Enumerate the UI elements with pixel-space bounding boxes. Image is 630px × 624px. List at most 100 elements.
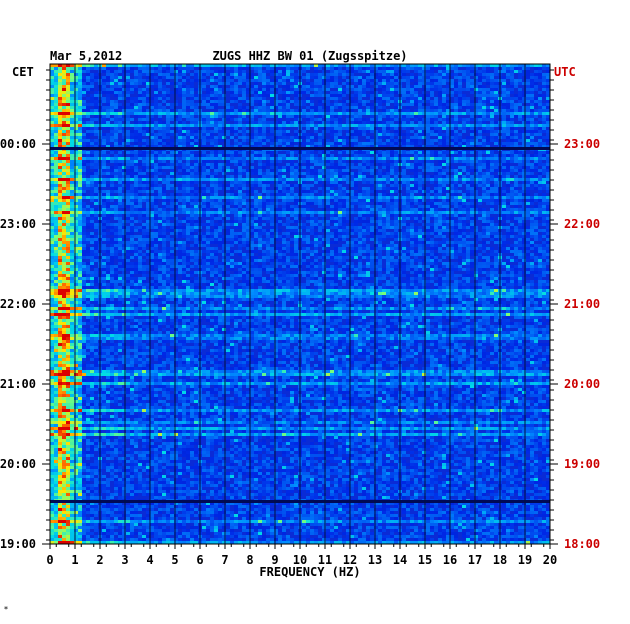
- heatmap-cell: [126, 91, 130, 94]
- heatmap-cell: [394, 115, 398, 118]
- heatmap-cell: [438, 103, 442, 106]
- heatmap-cell: [422, 151, 426, 154]
- heatmap-cell: [394, 97, 398, 100]
- heatmap-cell: [326, 103, 330, 106]
- heatmap-cell: [362, 154, 366, 157]
- heatmap-cell: [286, 169, 290, 172]
- heatmap-cell: [158, 115, 162, 118]
- heatmap-cell: [234, 124, 238, 127]
- heatmap-cell: [374, 115, 378, 118]
- heatmap-cell: [334, 139, 338, 142]
- heatmap-cell: [486, 106, 490, 109]
- heatmap-cell: [90, 109, 94, 112]
- heatmap-cell: [110, 145, 114, 148]
- heatmap-cell: [230, 193, 234, 196]
- heatmap-cell: [346, 199, 350, 202]
- heatmap-cell: [362, 121, 366, 124]
- heatmap-cell: [510, 187, 514, 190]
- heatmap-cell: [258, 124, 262, 127]
- heatmap-cell: [266, 202, 270, 205]
- heatmap-cell: [366, 76, 370, 79]
- heatmap-cell: [446, 115, 450, 118]
- heatmap-cell: [518, 124, 522, 127]
- heatmap-cell: [54, 79, 58, 82]
- heatmap-cell: [122, 181, 126, 184]
- heatmap-cell: [130, 136, 134, 139]
- heatmap-cell: [438, 130, 442, 133]
- heatmap-cell: [506, 73, 510, 76]
- heatmap-cell: [478, 118, 482, 121]
- heatmap-cell: [474, 76, 478, 79]
- heatmap-cell: [94, 76, 98, 79]
- heatmap-cell: [510, 118, 514, 121]
- heatmap-cell: [382, 196, 386, 199]
- heatmap-cell: [338, 130, 342, 133]
- heatmap-cell: [342, 169, 346, 172]
- heatmap-cell: [74, 67, 78, 70]
- heatmap-cell: [334, 136, 338, 139]
- heatmap-cell: [102, 70, 106, 73]
- heatmap-cell: [234, 130, 238, 133]
- heatmap-cell: [238, 157, 242, 160]
- heatmap-cell: [458, 157, 462, 160]
- heatmap-cell: [170, 133, 174, 136]
- heatmap-cell: [94, 94, 98, 97]
- heatmap-cell: [454, 70, 458, 73]
- heatmap-cell: [86, 142, 90, 145]
- heatmap-cell: [466, 85, 470, 88]
- heatmap-cell: [282, 166, 286, 169]
- heatmap-cell: [334, 199, 338, 202]
- heatmap-cell: [294, 139, 298, 142]
- heatmap-cell: [62, 85, 66, 88]
- heatmap-cell: [390, 115, 394, 118]
- heatmap-cell: [394, 199, 398, 202]
- heatmap-cell: [522, 178, 526, 181]
- heatmap-cell: [454, 85, 458, 88]
- heatmap-cell: [482, 127, 486, 130]
- heatmap-cell: [66, 145, 70, 148]
- heatmap-cell: [378, 94, 382, 97]
- heatmap-cell: [274, 88, 278, 91]
- heatmap-cell: [158, 190, 162, 193]
- heatmap-cell: [354, 133, 358, 136]
- heatmap-cell: [102, 151, 106, 154]
- heatmap-cell: [54, 130, 58, 133]
- heatmap-cell: [282, 100, 286, 103]
- heatmap-cell: [86, 115, 90, 118]
- heatmap-cell: [530, 181, 534, 184]
- heatmap-cell: [514, 175, 518, 178]
- heatmap-cell: [250, 97, 254, 100]
- heatmap-cell: [522, 124, 526, 127]
- heatmap-cell: [294, 100, 298, 103]
- heatmap-cell: [434, 172, 438, 175]
- heatmap-cell: [270, 115, 274, 118]
- heatmap-cell: [302, 160, 306, 163]
- heatmap-cell: [534, 76, 538, 79]
- heatmap-cell: [278, 91, 282, 94]
- heatmap-cell: [226, 184, 230, 187]
- heatmap-cell: [354, 145, 358, 148]
- heatmap-cell: [534, 133, 538, 136]
- heatmap-cell: [294, 76, 298, 79]
- heatmap-cell: [414, 97, 418, 100]
- heatmap-cell: [466, 196, 470, 199]
- heatmap-cell: [62, 172, 66, 175]
- heatmap-cell: [130, 70, 134, 73]
- heatmap-cell: [406, 100, 410, 103]
- heatmap-cell: [318, 124, 322, 127]
- heatmap-cell: [50, 169, 54, 172]
- heatmap-cell: [286, 115, 290, 118]
- heatmap-cell: [478, 142, 482, 145]
- heatmap-cell: [154, 76, 158, 79]
- heatmap-cell: [182, 199, 186, 202]
- heatmap-cell: [218, 130, 222, 133]
- heatmap-cell: [194, 79, 198, 82]
- heatmap-cell: [246, 64, 250, 67]
- heatmap-cell: [58, 142, 62, 145]
- heatmap-cell: [422, 187, 426, 190]
- heatmap-cell: [486, 175, 490, 178]
- heatmap-cell: [226, 178, 230, 181]
- heatmap-cell: [354, 181, 358, 184]
- heatmap-cell: [502, 145, 506, 148]
- heatmap-cell: [234, 184, 238, 187]
